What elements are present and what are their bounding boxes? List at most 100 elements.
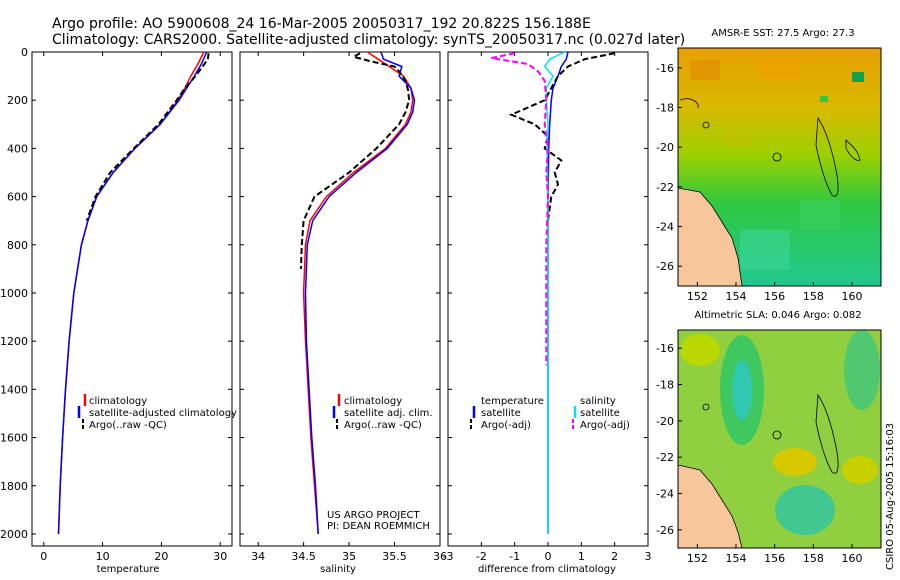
depth-tick-label: 400 — [7, 142, 28, 155]
difference-axes: -3 -2 -1 0 1 2 3 — [443, 51, 652, 563]
map-y-tick-label: -20 — [656, 141, 674, 154]
x-tick-label: 20 — [154, 550, 168, 563]
difference-legend: temperature satellite Argo(-adj) salinit… — [470, 396, 630, 431]
depth-tick-label: 1600 — [0, 432, 28, 445]
depth-tick-label: 800 — [7, 239, 28, 252]
depth-tick-label: 200 — [7, 94, 28, 107]
sla-eddy — [732, 360, 752, 420]
sst-reef-contour — [815, 116, 839, 197]
sla-eddy — [680, 334, 720, 366]
x-tick-label: -1 — [509, 550, 520, 563]
sla-eddy — [775, 485, 835, 535]
salinity-panel-frame — [239, 51, 441, 547]
map-x-tick-label: 154 — [726, 552, 747, 565]
sla-australia-coast — [678, 464, 743, 548]
sst-map — [678, 48, 881, 286]
x-tick-label: 2 — [611, 550, 618, 563]
legend-label-sal-satellite: satellite — [580, 408, 620, 419]
sla-map-ticks: 152 154 156 158 160 -16 -18 -20 -22 -24 -26 — [656, 342, 862, 565]
legend-label-climatology: climatology — [344, 396, 402, 407]
temperature-legend: climatology satellite-adjusted climatolo… — [77, 394, 237, 431]
sla-reef-contour — [815, 393, 839, 474]
x-tick-label: 1 — [578, 550, 585, 563]
series-line-argo-raw-qc — [85, 53, 210, 222]
sla-map-title: Altimetric SLA: 0.046 Argo: 0.082 — [694, 310, 861, 321]
map-x-tick-label: 158 — [803, 552, 824, 565]
x-tick-label: 10 — [96, 550, 110, 563]
series-line-climatology — [57, 51, 205, 535]
temperature-panel-frame — [31, 51, 233, 547]
x-tick-label: -2 — [476, 550, 487, 563]
sst-contour — [679, 98, 699, 109]
x-tick-label: -3 — [443, 550, 454, 563]
depth-tick-label: 600 — [7, 191, 28, 204]
map-x-tick-label: 152 — [687, 290, 708, 303]
salinity-legend: climatology satellite adj. clim. Argo(..… — [332, 394, 433, 431]
map-y-tick-label: -26 — [656, 260, 674, 273]
depth-tick-label: 1200 — [0, 335, 28, 348]
series-line-salinity-satellite — [543, 51, 566, 534]
map-x-tick-label: 154 — [726, 290, 747, 303]
legend-label-satellite: satellite adj. clim. — [344, 408, 433, 419]
sst-map-frame — [677, 47, 882, 287]
legend-label-satellite: satellite-adjusted climatology — [89, 408, 237, 419]
x-tick-label: 35 — [342, 550, 356, 563]
series-line-climatology — [302, 51, 414, 535]
x-tick-label: 34 — [251, 550, 265, 563]
map-x-tick-label: 160 — [842, 552, 863, 565]
map-y-tick-label: -24 — [656, 221, 674, 234]
map-x-tick-label: 152 — [687, 552, 708, 565]
legend-label-temp-argo: Argo(-adj) — [481, 420, 531, 431]
legend-salinity-heading: salinity — [580, 396, 616, 407]
profile-series — [57, 51, 615, 535]
sst-patch — [690, 60, 720, 80]
x-tick-label: 34.5 — [291, 550, 316, 563]
map-y-tick-label: -18 — [656, 379, 674, 392]
legend-temperature-heading: temperature — [481, 396, 544, 407]
x-tick-label: 35.5 — [382, 550, 407, 563]
series-line-satellite-adjusted-climatology — [57, 51, 208, 535]
series-line-temperature-argo-adj — [508, 52, 615, 221]
legend-label-argo: Argo(..raw -QC) — [89, 420, 167, 431]
legend-label-sal-argo: Argo(-adj) — [580, 420, 630, 431]
depth-tick-label: 1800 — [0, 480, 28, 493]
sst-patch — [724, 130, 752, 146]
legend-label-climatology: climatology — [89, 396, 147, 407]
series-line-argo-raw-qc — [299, 52, 411, 269]
salinity-axes: 34 34.5 35 35.5 36 — [240, 51, 447, 563]
map-x-tick-label: 156 — [764, 290, 785, 303]
map-x-tick-label: 160 — [842, 290, 863, 303]
map-x-tick-label: 158 — [803, 290, 824, 303]
sst-patch — [820, 96, 828, 102]
sst-patch — [852, 72, 864, 82]
map-y-tick-label: -26 — [656, 524, 674, 537]
map-x-tick-label: 156 — [764, 552, 785, 565]
sst-seamount-contour — [772, 152, 782, 162]
difference-xlabel: difference from climatology — [478, 564, 616, 575]
header-line2: Climatology: CARS2000. Satellite-adjuste… — [52, 32, 685, 48]
sla-eddy — [773, 448, 817, 476]
credit-line2: PI: DEAN ROEMMICH — [327, 521, 430, 532]
sla-map-frame — [677, 329, 882, 549]
legend-label-temp-satellite: satellite — [481, 408, 521, 419]
map-y-tick-label: -16 — [656, 342, 674, 355]
sst-patch — [740, 230, 790, 270]
series-line-temperature-satellite — [547, 51, 569, 534]
depth-tick-label: 2000 — [0, 528, 28, 541]
sla-map — [678, 330, 881, 548]
sst-reef-contour — [845, 139, 861, 161]
temperature-xlabel: temperature — [97, 564, 160, 575]
depth-tick-label: 1400 — [0, 383, 28, 396]
x-tick-label: 0 — [40, 550, 47, 563]
map-y-tick-label: -18 — [656, 102, 674, 115]
x-tick-label: 30 — [213, 550, 227, 563]
map-y-tick-label: -20 — [656, 415, 674, 428]
sst-map-title: AMSR-E SST: 27.5 Argo: 27.3 — [711, 28, 854, 39]
timestamp: CSIRO 05-Aug-2005 15:16:03 — [885, 423, 896, 570]
sst-patch — [760, 58, 800, 80]
series-line-salinity-argo-adj — [491, 52, 550, 366]
x-tick-label: 36 — [433, 550, 447, 563]
temperature-axes: 0 10 20 30 — [32, 51, 232, 563]
x-tick-label: 0 — [545, 550, 552, 563]
